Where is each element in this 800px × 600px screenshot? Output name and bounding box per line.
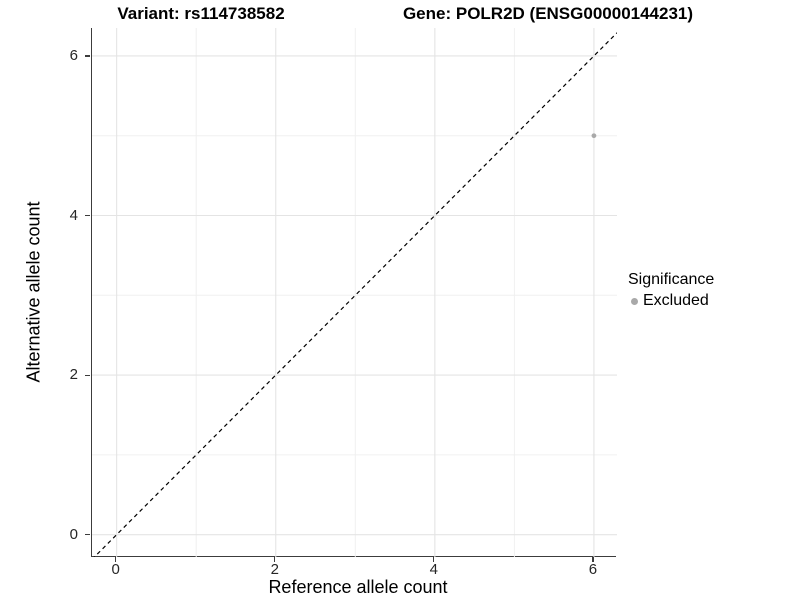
plot-canvas — [92, 28, 617, 557]
gene-title: Gene: POLR2D (ENSG00000144231) — [402, 4, 694, 23]
y-tick-mark — [85, 215, 90, 217]
y-tick-mark — [85, 374, 90, 376]
plot-panel — [91, 28, 617, 557]
x-tick-mark — [274, 557, 276, 562]
x-tick-mark — [592, 557, 594, 562]
x-tick-mark — [115, 557, 117, 562]
x-tick-label: 6 — [588, 561, 598, 578]
identity-reference-line — [93, 32, 617, 557]
x-tick-label: 2 — [270, 561, 279, 578]
x-axis-title: Reference allele count — [268, 577, 448, 597]
legend-title: Significance — [628, 271, 715, 288]
y-tick-label: 2 — [69, 366, 78, 384]
y-tick-mark — [85, 55, 90, 57]
y-tick-mark — [85, 534, 90, 536]
legend-item-label: Excluded — [643, 292, 709, 309]
y-tick-label: 0 — [69, 525, 78, 543]
legend-item-excluded: Excluded — [628, 292, 714, 310]
x-tick-label: 4 — [429, 561, 438, 578]
y-tick-label: 6 — [69, 46, 78, 64]
variant-title: Variant: rs114738582 — [117, 4, 285, 23]
excluded-point-icon — [631, 297, 638, 305]
y-axis-title: Alternative allele count — [23, 201, 44, 383]
y-tick-label: 4 — [69, 206, 78, 224]
data-point-excluded — [591, 133, 597, 139]
x-tick-label: 0 — [111, 561, 120, 578]
legend: Significance Excluded — [628, 271, 714, 310]
x-tick-mark — [433, 557, 435, 562]
